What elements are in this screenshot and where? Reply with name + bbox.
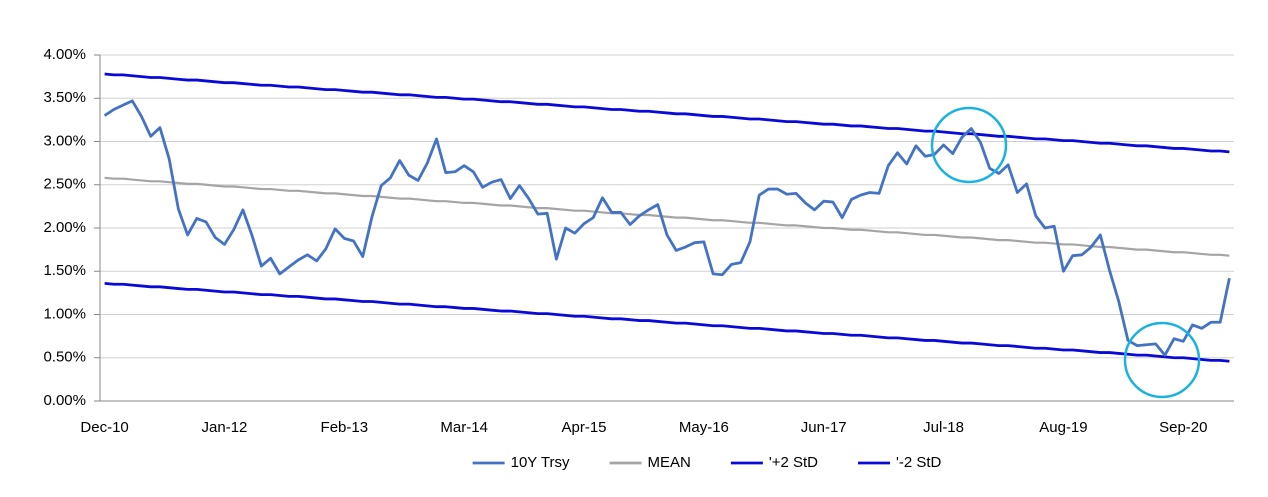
series-line (104, 72, 1230, 154)
y-tick-label: 2.00% (43, 219, 86, 236)
x-tick-label: Jul-18 (923, 419, 964, 436)
x-tick-label: Jun-17 (801, 419, 847, 436)
x-tick-label: Jan-12 (202, 419, 248, 436)
y-tick-label: 1.50% (43, 262, 86, 279)
x-tick-label: Feb-13 (321, 419, 369, 436)
y-tick-label: 3.00% (43, 132, 86, 149)
y-tick-label: 2.50% (43, 176, 86, 193)
legend-label: '-2 StD (896, 454, 942, 471)
y-tick-label: 1.00% (43, 305, 86, 322)
plot (103, 72, 1231, 363)
y-tick-label: 3.50% (43, 89, 86, 106)
series-line (103, 99, 1231, 357)
x-tick-label: Dec-10 (80, 419, 128, 436)
x-tick-label: Sep-20 (1159, 419, 1207, 436)
legend-label: '+2 StD (769, 454, 818, 471)
highlight-circle (1123, 321, 1201, 399)
y-tick-label: 0.50% (43, 349, 86, 366)
legend-label: 10Y Trsy (511, 454, 570, 471)
highlight-circle (930, 106, 1008, 184)
x-tick-label: Mar-14 (440, 419, 488, 436)
x-tick-label: May-16 (679, 419, 729, 436)
y-tick-label: 4.00% (43, 46, 86, 63)
x-tick-label: Aug-19 (1039, 419, 1087, 436)
y-tick-label: 0.00% (43, 392, 86, 409)
x-tick-label: Apr-15 (562, 419, 607, 436)
series-line (104, 281, 1230, 363)
legend-label: MEAN (648, 454, 691, 471)
series-line (104, 176, 1230, 257)
